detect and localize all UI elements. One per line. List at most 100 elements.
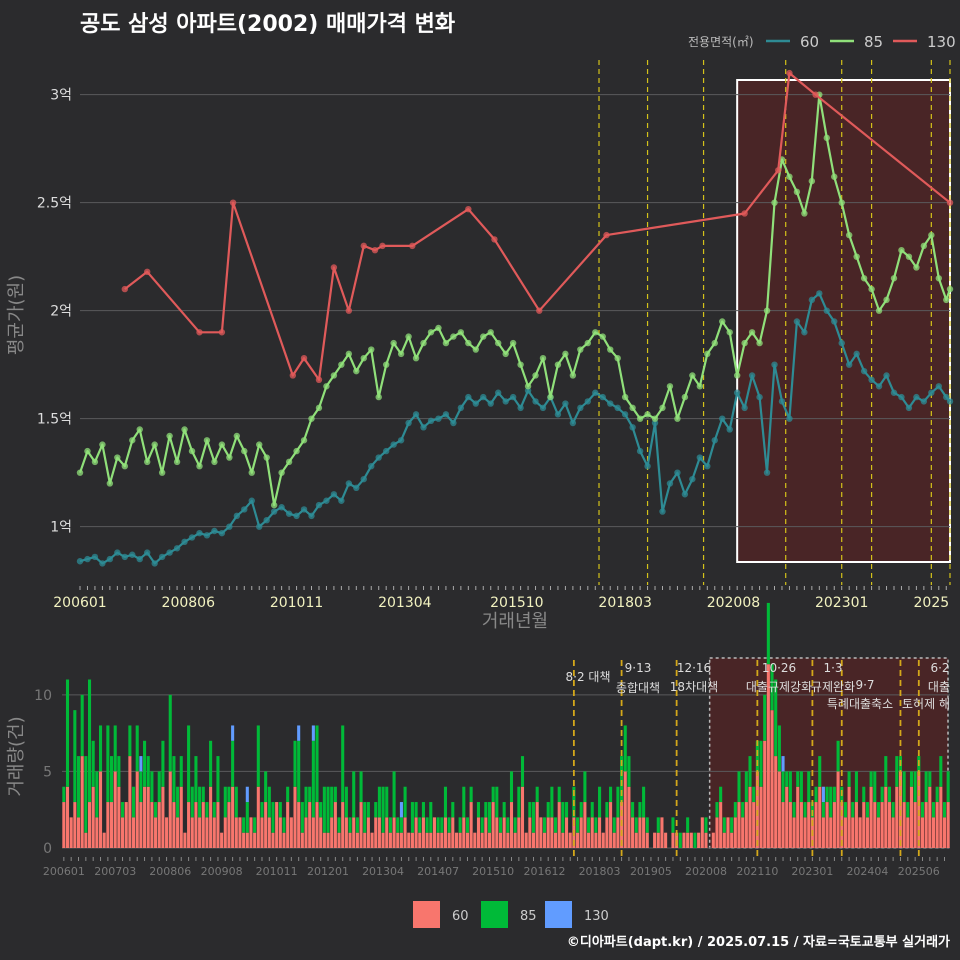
volume-bar-85 bbox=[227, 786, 231, 803]
volume-bar-60 bbox=[719, 802, 723, 848]
volume-bar-60 bbox=[256, 786, 260, 848]
volume-bar-85 bbox=[326, 786, 330, 833]
volume-bar-60 bbox=[381, 832, 385, 848]
volume-bar-85 bbox=[513, 817, 517, 833]
volume-bar-85 bbox=[803, 802, 807, 818]
volume-bar-60 bbox=[113, 771, 117, 848]
data-point-85 bbox=[681, 393, 689, 401]
data-point-60 bbox=[823, 307, 830, 314]
volume-bar-60 bbox=[124, 802, 128, 848]
y-tick-label: 2.5억 bbox=[37, 196, 72, 212]
volume-bar-60 bbox=[631, 817, 635, 848]
data-point-85 bbox=[76, 469, 84, 476]
volume-bar-85 bbox=[480, 817, 484, 833]
volume-bar-85 bbox=[447, 817, 451, 833]
volume-bar-60 bbox=[333, 802, 337, 848]
volume-bar-85 bbox=[946, 771, 950, 803]
volume-bar-85 bbox=[895, 756, 899, 787]
x-tick-label-volume: 200908 bbox=[201, 865, 243, 878]
data-point-85 bbox=[472, 346, 479, 353]
volume-bar-85 bbox=[179, 756, 183, 787]
data-point-85 bbox=[151, 441, 158, 448]
data-point-60 bbox=[704, 463, 711, 470]
data-point-85 bbox=[666, 383, 674, 390]
volume-bar-85 bbox=[234, 786, 238, 818]
volume-bar-60 bbox=[84, 832, 88, 848]
data-point-60 bbox=[472, 400, 479, 407]
volume-bar-60 bbox=[792, 817, 796, 848]
data-point-85 bbox=[599, 333, 606, 340]
data-point-60 bbox=[368, 463, 375, 470]
data-point-85 bbox=[226, 454, 233, 461]
volume-bar-60 bbox=[172, 802, 176, 848]
series-line-60 bbox=[79, 292, 951, 565]
volume-bar-85 bbox=[414, 802, 418, 818]
volume-bar-60 bbox=[168, 771, 172, 848]
volume-bar-60 bbox=[286, 802, 290, 848]
volume-bar-85 bbox=[381, 786, 385, 833]
volume-bar-60 bbox=[906, 817, 910, 848]
volume-bar-60 bbox=[454, 832, 458, 848]
data-point-85 bbox=[263, 454, 270, 461]
data-point-60 bbox=[935, 383, 942, 390]
volume-bar-85 bbox=[796, 771, 800, 787]
x-tick-label-volume: 200601 bbox=[43, 865, 85, 878]
volume-bar-85 bbox=[506, 817, 510, 833]
data-point-60 bbox=[517, 404, 524, 412]
data-point-60 bbox=[726, 426, 733, 433]
data-point-85 bbox=[584, 339, 592, 347]
volume-bar-60 bbox=[297, 802, 301, 848]
volume-bar-60 bbox=[781, 802, 785, 848]
volume-bar-85 bbox=[491, 786, 495, 803]
volume-bar-85 bbox=[205, 802, 209, 818]
volume-bar-85 bbox=[278, 802, 282, 818]
data-point-60 bbox=[928, 389, 935, 396]
legend-swatch-volume-60 bbox=[413, 901, 440, 928]
volume-bar-60 bbox=[143, 786, 147, 848]
volume-bar-60 bbox=[161, 786, 165, 848]
data-point-60 bbox=[144, 549, 151, 556]
volume-bar-85 bbox=[788, 771, 792, 803]
volume-bar-60 bbox=[942, 817, 947, 848]
volume-bar-60 bbox=[267, 817, 271, 848]
volume-bar-85 bbox=[245, 802, 249, 833]
volume-bar-60 bbox=[814, 802, 818, 848]
volume-bar-85 bbox=[590, 802, 594, 818]
volume-bar-60 bbox=[363, 832, 367, 848]
data-point-85 bbox=[636, 415, 644, 422]
volume-bar-60 bbox=[627, 786, 631, 848]
volume-bar-60 bbox=[898, 771, 902, 848]
volume-bar-60 bbox=[862, 802, 866, 848]
volume-bar-60 bbox=[546, 817, 550, 848]
data-point-85 bbox=[144, 458, 151, 466]
volume-bar-60 bbox=[157, 802, 161, 848]
data-point-60 bbox=[502, 398, 509, 405]
y-tick-label-volume: 5 bbox=[43, 764, 52, 780]
volume-bar-60 bbox=[396, 832, 400, 848]
volume-bar-60 bbox=[744, 802, 748, 848]
volume-bar-85 bbox=[627, 756, 631, 787]
volume-bar-60 bbox=[770, 710, 774, 848]
data-point-60 bbox=[136, 555, 143, 563]
volume-bar-60 bbox=[282, 832, 286, 848]
data-point-60 bbox=[584, 398, 592, 405]
data-point-60 bbox=[166, 549, 173, 556]
volume-bar-85 bbox=[869, 771, 873, 787]
data-point-85 bbox=[946, 285, 954, 293]
volume-bar-60 bbox=[249, 817, 253, 848]
data-point-60 bbox=[539, 404, 547, 412]
volume-bar-60 bbox=[388, 832, 392, 848]
volume-bar-85 bbox=[854, 771, 858, 803]
policy-label: 특례대출축소 bbox=[827, 697, 893, 711]
data-point-130 bbox=[409, 242, 416, 250]
volume-bar-60 bbox=[818, 786, 822, 848]
data-point-60 bbox=[330, 491, 338, 498]
x-axis-label: 거래년월 bbox=[482, 611, 548, 632]
volume-bar-85 bbox=[550, 786, 554, 818]
volume-bar-85 bbox=[631, 802, 635, 818]
data-point-85 bbox=[494, 339, 502, 347]
data-point-60 bbox=[733, 389, 741, 396]
volume-bar-60 bbox=[73, 802, 77, 848]
volume-bar-60 bbox=[869, 786, 873, 848]
data-point-85 bbox=[114, 454, 121, 461]
